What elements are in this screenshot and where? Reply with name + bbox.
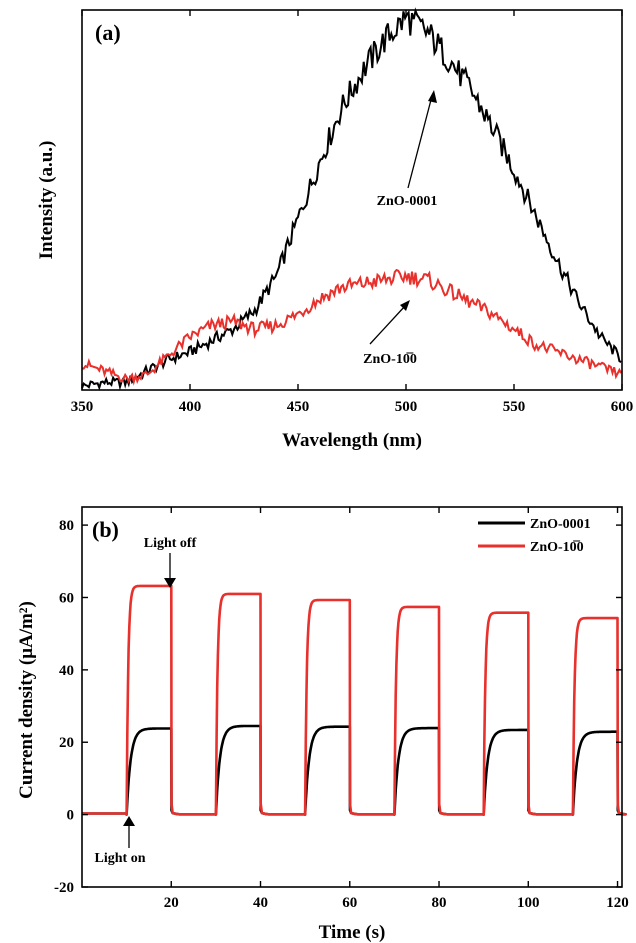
panel-b-y-tick-label: 20 xyxy=(59,735,74,751)
panel-a-curves xyxy=(81,7,622,391)
panel-b-x-tick-label: 80 xyxy=(432,895,447,911)
panel-b-curves xyxy=(82,584,627,816)
annotation-light-on: Light on xyxy=(95,851,146,866)
panel-a-x-tick-label: 600 xyxy=(611,399,634,415)
annotation-zno-1010-arrowhead xyxy=(400,300,410,311)
panel-a-x-axis-title: Wavelength (nm) xyxy=(282,430,422,451)
panel-b-y-tick-label: 60 xyxy=(59,590,74,606)
panel-a-x-tick-label: 450 xyxy=(287,399,310,415)
panel-a-label: (a) xyxy=(95,20,121,45)
panel-a-x-tick-label: 350 xyxy=(71,399,94,415)
annotation-light-on-arrowhead xyxy=(123,816,135,826)
panel-b-x-tick-label: 20 xyxy=(164,895,179,911)
panel-a-x-ticks: 350 400 450 500 550 600 xyxy=(71,10,634,415)
panel-b-x-axis-title: Time (s) xyxy=(319,922,386,943)
panel-b-x-tick-label: 120 xyxy=(606,895,629,911)
annotation-zno-1010-arrow xyxy=(369,305,406,345)
panel-a: 350 400 450 500 550 600 (a) Wavelength (nm) I… xyxy=(36,7,634,451)
legend-label-zno-0001: ZnO-0001 xyxy=(530,517,591,532)
panel-b-y-tick-label: 40 xyxy=(59,663,74,679)
series-line-zno-10-0 xyxy=(81,268,622,386)
annotation-zno-0001-arrowhead xyxy=(428,90,437,103)
series-line-zno-10-0 xyxy=(82,584,627,816)
panel-b-y-axis-title: Current density (μA/m²) xyxy=(16,601,37,799)
legend: ZnO-0001 ZnO-10̅0 xyxy=(478,517,591,555)
panel-b-y-ticks: -20 0 20 40 60 80 xyxy=(54,518,622,896)
panel-a-x-tick-label: 500 xyxy=(395,399,418,415)
panel-b-frame xyxy=(81,506,623,888)
panel-a-frame xyxy=(81,9,623,391)
panel-b-x-tick-label: 60 xyxy=(342,895,357,911)
panel-b-x-tick-label: 100 xyxy=(517,895,540,911)
panel-b-x-tick-label: 40 xyxy=(253,895,268,911)
panel-b-label: (b) xyxy=(92,517,119,542)
panel-b-y-tick-label: 0 xyxy=(67,808,75,824)
annotation-zno-1010: ZnO-10̅0 xyxy=(363,351,417,367)
annotation-light-off-arrowhead xyxy=(164,578,176,588)
annotation-zno-0001: ZnO-0001 xyxy=(377,194,438,209)
series-line-zno-0001 xyxy=(81,7,622,391)
panel-b: 20 40 60 80 100 120 -20 0 20 40 60 80 (b) Time (s)… xyxy=(16,506,629,943)
panel-b-x-ticks: 20 40 60 80 100 120 xyxy=(164,507,629,911)
annotation-zno-0001-arrow xyxy=(407,95,433,189)
panel-a-y-axis-title: Intensity (a.u.) xyxy=(36,141,57,260)
panel-b-y-tick-label: 80 xyxy=(59,518,74,534)
panel-a-x-tick-label: 400 xyxy=(179,399,202,415)
panel-a-x-tick-label: 550 xyxy=(503,399,526,415)
legend-label-zno-1010: ZnO-10̅0 xyxy=(530,539,584,555)
series-line-zno-0001 xyxy=(82,724,627,816)
annotation-light-off: Light off xyxy=(144,536,197,551)
panel-b-y-tick-label: -20 xyxy=(54,880,74,896)
